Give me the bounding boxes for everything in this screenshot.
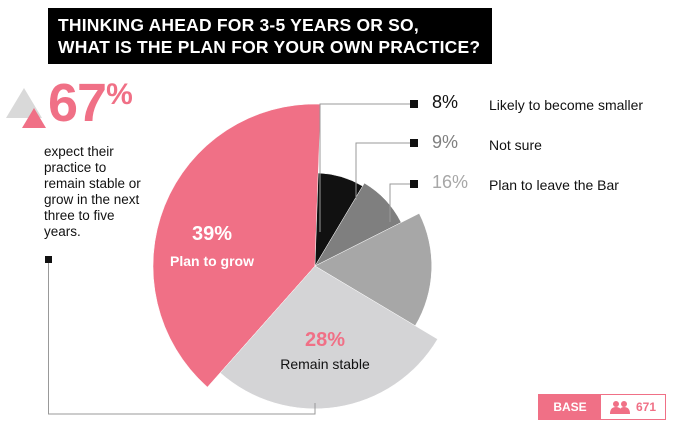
title-line-1: THINKING AHEAD FOR 3-5 YEARS OR SO, <box>58 15 419 35</box>
highlight-unit: % <box>106 78 133 111</box>
title-line-2: WHAT IS THE PLAN FOR YOUR OWN PRACTICE? <box>58 37 481 57</box>
connector-lines <box>45 100 418 415</box>
up-triangle-icon <box>6 88 46 128</box>
legend-label-leave-bar: Plan to leave the Bar <box>489 177 619 193</box>
stable-pct: 28% <box>305 329 345 351</box>
legend-pct-not-sure: 9% <box>432 132 459 152</box>
grow-pct: 39% <box>192 223 232 245</box>
legend-label-not-sure: Not sure <box>489 137 542 153</box>
marker-not-sure <box>410 139 418 147</box>
legend-label-smaller: Likely to become smaller <box>489 97 644 113</box>
pie-slice-plan-to-leave-the-bar <box>314 213 432 327</box>
base-value: 671 <box>635 400 657 414</box>
legend-pct-smaller: 8% <box>432 92 459 112</box>
base-badge: BASE 671 <box>538 394 666 420</box>
grow-label: Plan to grow <box>170 253 254 269</box>
highlight-caption: expect their practice to remain stable o… <box>44 144 141 239</box>
connector-leave-bar <box>389 183 410 222</box>
marker-leave-bar <box>410 180 418 188</box>
highlight-stat: 67% <box>48 72 133 134</box>
people-icon <box>609 401 630 414</box>
base-label: BASE <box>539 395 601 419</box>
caption-marker <box>45 256 52 263</box>
chart-title: THINKING AHEAD FOR 3-5 YEARS OR SO, WHAT… <box>48 8 493 64</box>
slice-label-stable: 28% Remain stable <box>280 329 370 372</box>
highlight-value: 67 <box>48 73 107 133</box>
pie-slice-remain-stable <box>219 265 438 410</box>
connector-not-sure <box>355 142 410 200</box>
caption-connector <box>48 263 316 415</box>
legend-pct-leave-bar: 16% <box>432 172 469 192</box>
slice-label-grow: 39% Plan to grow <box>170 223 254 269</box>
connector-smaller <box>319 103 410 232</box>
stable-label: Remain stable <box>280 356 370 372</box>
marker-smaller <box>410 100 418 108</box>
base-value-box: 671 <box>601 395 665 419</box>
pie-slice-plan-to-grow <box>152 103 321 388</box>
